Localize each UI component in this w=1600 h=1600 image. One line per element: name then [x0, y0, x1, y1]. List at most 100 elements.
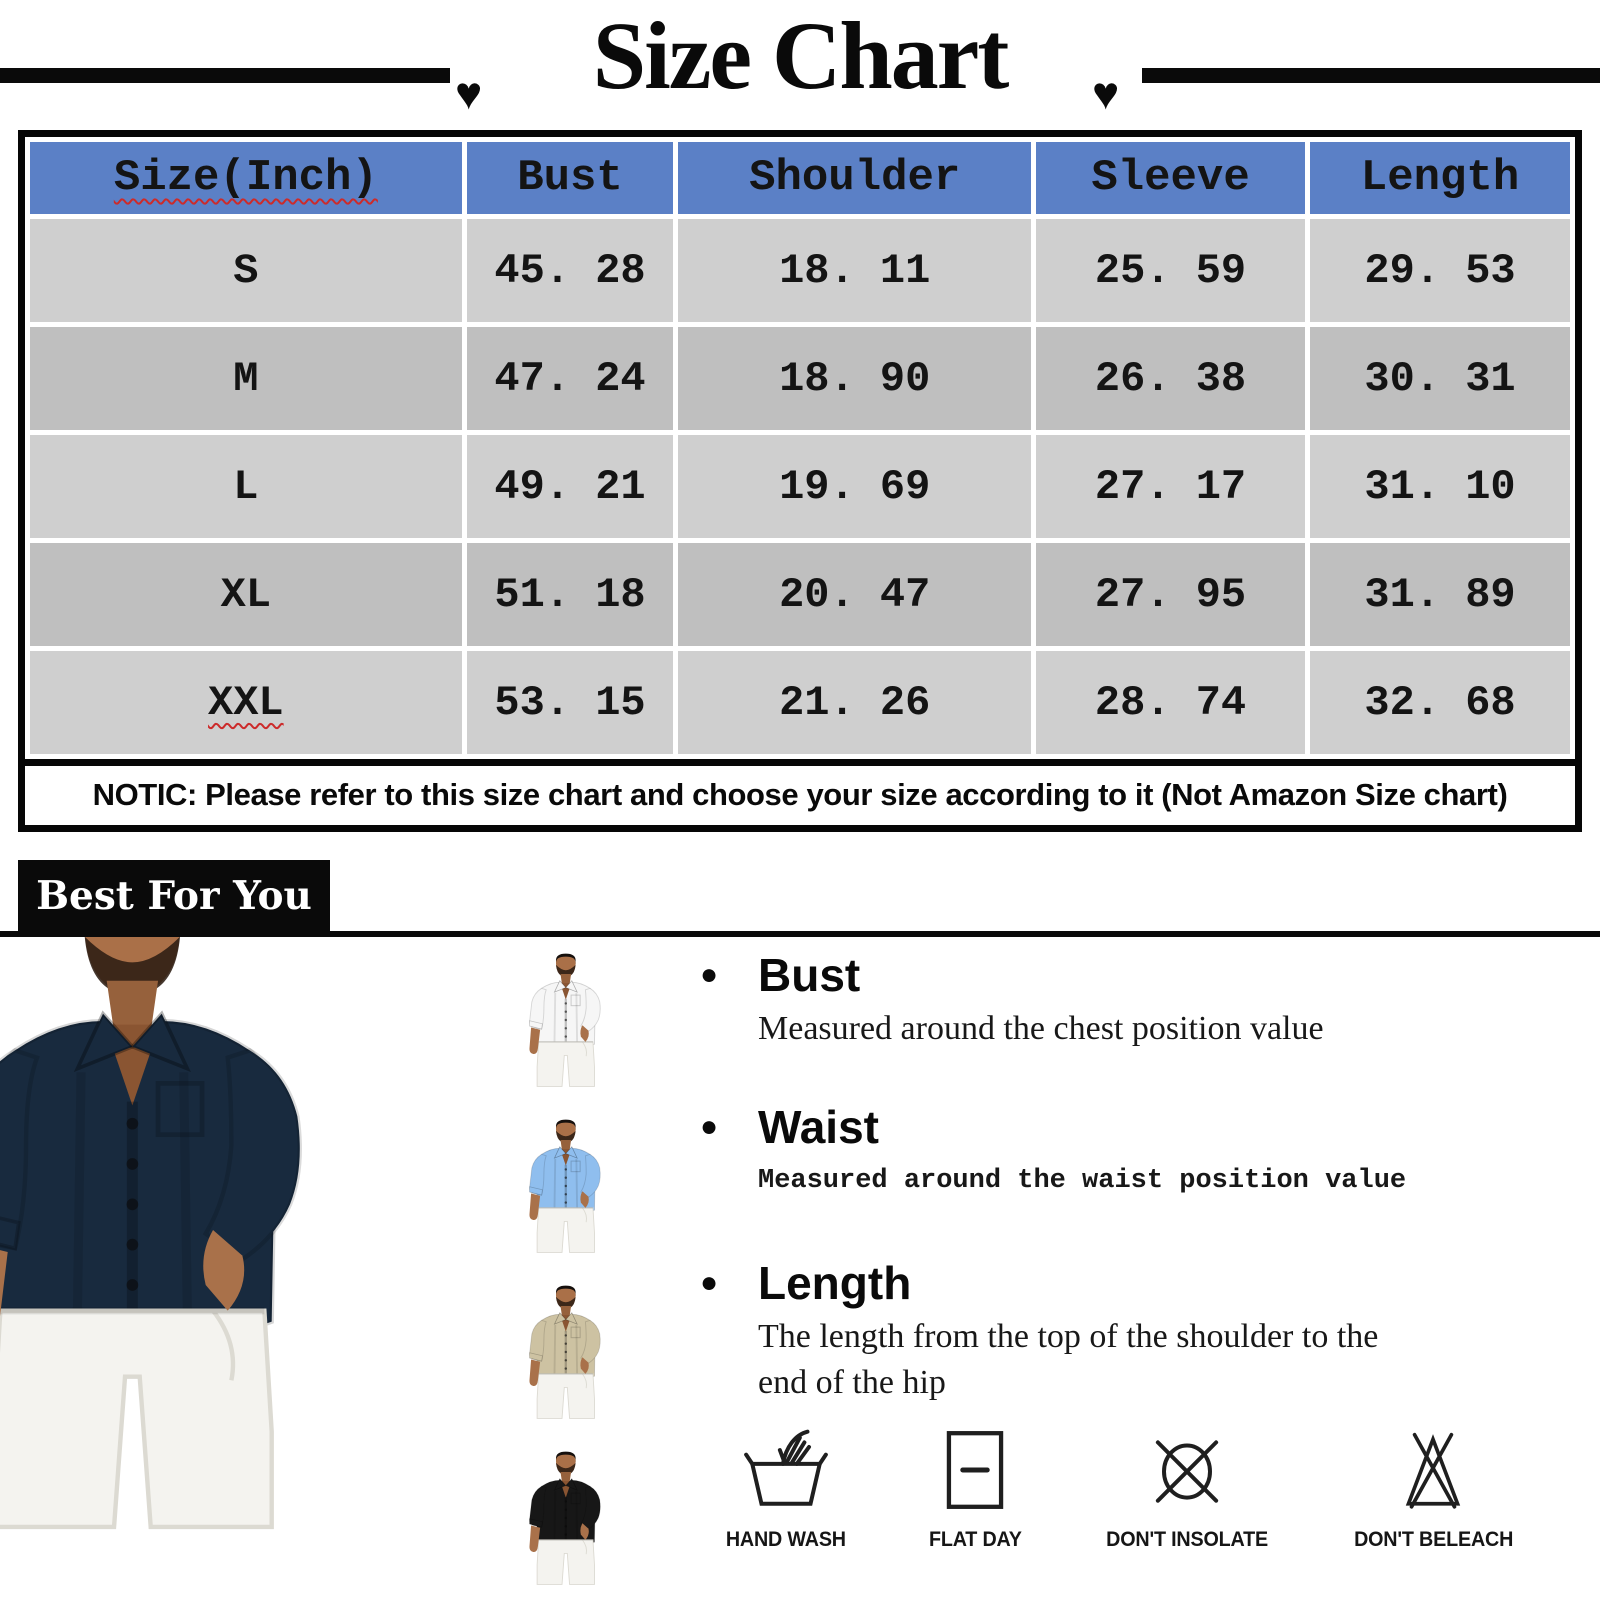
best-for-you-banner: Best For You [18, 860, 330, 932]
care-label: HAND WASH [725, 1528, 846, 1551]
banner-label: Best For You [36, 873, 312, 919]
guide-description: The length from the top of the shoulder … [758, 1318, 1379, 1401]
cell-value: 31. 89 [1364, 570, 1516, 619]
guide-term: Waist [758, 1101, 879, 1153]
header-label: Bust [517, 153, 623, 203]
section-divider-line [0, 931, 1600, 937]
header-label: Sleeve [1091, 153, 1250, 203]
header-label: Shoulder [749, 153, 961, 203]
guide-item-length: ● Length The length from the top of the sh… [700, 1254, 1445, 1406]
size-row-m: M 47. 24 18. 90 26. 38 30. 31 [30, 327, 1570, 430]
size-label-cell: M [30, 327, 462, 430]
size-label-cell: S [30, 219, 462, 322]
measurement-cell: 25. 59 [1036, 219, 1306, 322]
cell-value: 18. 11 [779, 246, 931, 295]
header-cell-bust: Bust [466, 142, 674, 214]
guide-term: Bust [758, 949, 861, 1001]
guide-item-waist: ● Waist Measured around the waist position… [700, 1098, 1445, 1204]
measurement-cell: 31. 10 [1310, 435, 1570, 538]
variant-photo-light-blue-shirt [503, 1103, 655, 1269]
cell-value: 19. 69 [779, 462, 931, 511]
care-label: DON'T INSOLATE [1105, 1528, 1268, 1551]
variant-photo-khaki-shirt [503, 1269, 655, 1435]
measurement-cell: 27. 95 [1036, 543, 1306, 646]
bullet-icon: ● [700, 958, 719, 991]
guide-text: Length The length from the top of the sho… [758, 1254, 1413, 1406]
care-instructions-row: HAND WASH FLAT DAY DON'T INSOLATE DON'T … [722, 1424, 1518, 1552]
care-item-dont-beleach: DON'T BELEACH [1349, 1424, 1518, 1552]
size-row-xl: XL 51. 18 20. 47 27. 95 31. 89 [30, 543, 1570, 646]
cell-value: 21. 26 [779, 678, 931, 727]
cell-value: 47. 24 [494, 354, 646, 403]
measurement-cell: 26. 38 [1036, 327, 1306, 430]
cell-value: 32. 68 [1364, 678, 1516, 727]
heart-icon-right: ♥ [1092, 67, 1120, 119]
bullet-icon: ● [700, 1110, 719, 1143]
cell-value: 31. 10 [1364, 462, 1516, 511]
cell-value: 29. 53 [1364, 246, 1516, 295]
color-variant-column [503, 937, 655, 1600]
cell-value: 49. 21 [494, 462, 646, 511]
measurement-cell: 28. 74 [1036, 651, 1306, 754]
care-item-dont-insolate: DON'T INSOLATE [1101, 1424, 1273, 1552]
variant-photo-black-shirt [503, 1435, 655, 1600]
cell-value: 20. 47 [779, 570, 931, 619]
light-blue-shirt-illustration [503, 1103, 655, 1269]
dont-insolate-icon [1155, 1440, 1218, 1503]
cell-value: 45. 28 [494, 246, 646, 295]
cell-value: 18. 90 [779, 354, 931, 403]
size-label-cell: L [30, 435, 462, 538]
size-table: Size(Inch) Bust Shoulder Sleeve Length S 45. … [25, 137, 1575, 759]
khaki-shirt-illustration [503, 1269, 655, 1435]
size-label-cell: XL [30, 543, 462, 646]
header-cell-size-inch-: Size(Inch) [30, 142, 462, 214]
guide-description: Measured around the chest position value [758, 1010, 1324, 1047]
size-row-l: L 49. 21 19. 69 27. 17 31. 10 [30, 435, 1570, 538]
cell-value: S [233, 246, 259, 295]
heart-icon-left: ♥ [455, 67, 483, 119]
header-cell-shoulder: Shoulder [678, 142, 1032, 214]
cell-value: 30. 31 [1364, 354, 1516, 403]
cell-value: XXL [208, 678, 284, 727]
title-rule-left [0, 68, 450, 83]
dont-beleach-icon [1406, 1432, 1461, 1509]
size-label-cell: XXL [30, 651, 462, 754]
measurement-cell: 21. 26 [678, 651, 1032, 754]
measurement-cell: 51. 18 [466, 543, 674, 646]
flat-day-icon [946, 1431, 1004, 1509]
cell-value: 25. 59 [1094, 246, 1247, 295]
guide-item-bust: ● Bust Measured around the chest position … [700, 946, 1445, 1052]
title-rule-right [1142, 68, 1600, 83]
guide-description: Measured around the waist position value [758, 1166, 1407, 1196]
measurement-cell: 47. 24 [466, 327, 674, 430]
cell-value: 27. 95 [1094, 570, 1247, 619]
header-label: Size(Inch) [113, 153, 378, 203]
hand-wash-icon [743, 1429, 828, 1506]
care-item-flat-day: FLAT DAY [926, 1424, 1025, 1552]
measurement-cell: 32. 68 [1310, 651, 1570, 754]
care-item-hand-wash: HAND WASH [722, 1424, 850, 1552]
measure-guide: ● Bust Measured around the chest position … [700, 946, 1445, 1406]
measurement-cell: 19. 69 [678, 435, 1032, 538]
guide-text: Bust Measured around the chest position v… [758, 946, 1324, 1052]
measurement-cell: 27. 17 [1036, 435, 1306, 538]
measurement-cell: 53. 15 [466, 651, 674, 754]
cell-value: 53. 15 [494, 678, 646, 727]
cell-value: 28. 74 [1094, 678, 1247, 727]
size-row-s: S 45. 28 18. 11 25. 59 29. 53 [30, 219, 1570, 322]
cell-value: L [233, 462, 259, 511]
cell-value: 26. 38 [1094, 354, 1247, 403]
navy-shirt-model-illustration [0, 937, 500, 1600]
header-cell-length: Length [1310, 142, 1570, 214]
size-notice: NOTIC: Please refer to this size chart a… [25, 759, 1575, 825]
measurement-cell: 20. 47 [678, 543, 1032, 646]
measurement-cell: 29. 53 [1310, 219, 1570, 322]
measurement-cell: 31. 89 [1310, 543, 1570, 646]
guide-text: Waist Measured around the waist position … [758, 1098, 1406, 1204]
care-label: DON'T BELEACH [1353, 1528, 1513, 1551]
cell-value: 27. 17 [1094, 462, 1247, 511]
measurement-cell: 49. 21 [466, 435, 674, 538]
header-cell-sleeve: Sleeve [1036, 142, 1306, 214]
measurement-cell: 18. 90 [678, 327, 1032, 430]
